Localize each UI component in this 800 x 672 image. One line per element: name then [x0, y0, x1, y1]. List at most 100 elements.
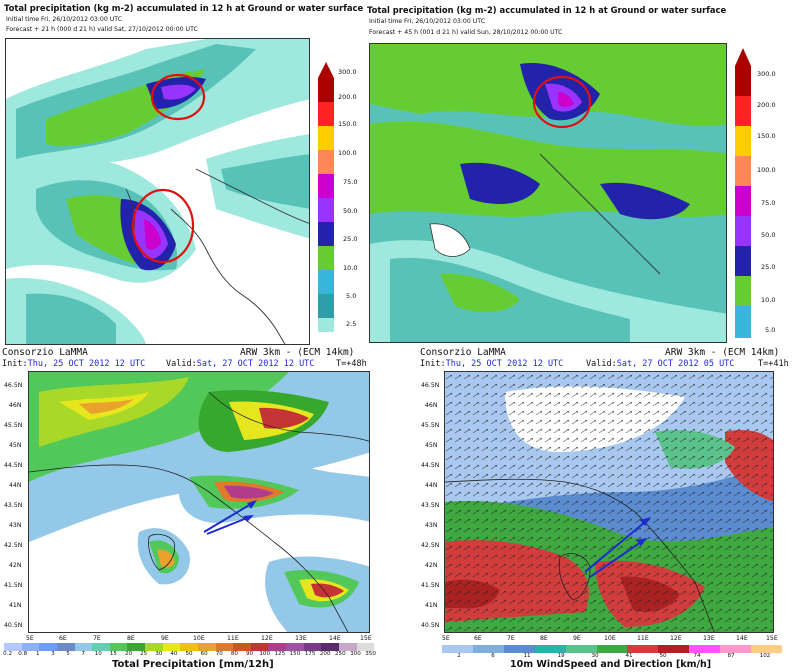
source-label: Consorzio LaMMA [2, 347, 88, 358]
colorbar-title: Total Precipitation [mm/12h] [112, 659, 274, 670]
colorbar-swatch [472, 645, 504, 653]
panel-lamma-wind: Consorzio LaMMA ARW 3km - (ECM 14km) Ini… [420, 345, 800, 672]
init-line: Init:Thu, 25 OCT 2012 12 UTC [420, 359, 563, 369]
colorbar-label: 100.0 [338, 149, 357, 157]
colorbar-label: 150.0 [338, 120, 357, 128]
colorbar-swatch [215, 643, 234, 651]
lon-label: 14E [329, 635, 341, 642]
lat-label: 41.5N [421, 582, 440, 589]
lat-label: 43N [9, 522, 22, 529]
colorbar-tick: 90 [246, 651, 254, 657]
colorbar-tick: 50 [185, 651, 193, 657]
colorbar-tick: 300 [350, 651, 361, 657]
colorbar-label: 25.0 [343, 235, 358, 243]
init-label: Init: [420, 359, 446, 369]
colorbar-tick: 2 [457, 653, 461, 659]
colorbar-tick: 102 [759, 653, 771, 659]
colorbar-swatch [720, 645, 752, 653]
colorbar-swatch [233, 643, 251, 651]
precip-map-graphic [6, 39, 309, 344]
panel-precip-forecast-45h: Total precipitation (kg m-2) accumulated… [367, 0, 800, 345]
colorbar-swatch [534, 645, 566, 653]
colorbar-tick: 30 [155, 651, 163, 657]
colorbar-tick: 60 [200, 651, 208, 657]
colorbar-label: 5.0 [765, 326, 776, 334]
colorbar-tick: 7 [81, 651, 85, 657]
colorbar-tick: 0.8 [18, 651, 28, 657]
lon-label: 6E [474, 635, 482, 642]
colorbar-swatch [321, 643, 339, 651]
colorbar-tick: 19 [557, 653, 565, 659]
colorbar-label: 5.0 [346, 292, 357, 300]
forecast-valid: Forecast + 21 h (000 d 21 h) valid Sat, … [6, 26, 198, 33]
colorbar-swatch [4, 643, 22, 651]
lon-label: 9E [161, 635, 169, 642]
precip-map [369, 43, 727, 343]
colorbar-tick: 10 [94, 651, 102, 657]
colorbar-swatch [268, 643, 286, 651]
lon-label: 10E [193, 635, 205, 642]
valid-line: Valid:Sat, 27 OCT 2012 05 UTC [586, 359, 734, 369]
colorbar-swatch [92, 643, 110, 651]
lat-label: 45N [9, 442, 22, 449]
colorbar-tick: 250 [334, 651, 346, 657]
colorbar-label: 300.0 [757, 70, 776, 78]
lon-label: 12E [670, 635, 682, 642]
lon-label: 15E [766, 635, 778, 642]
lat-label: 46N [9, 402, 22, 409]
colorbar-swatch [627, 645, 659, 653]
lon-label: 8E [127, 635, 135, 642]
wind-colorbar-ticks: 2 6 11 19 30 41 50 74 87 102 [442, 653, 782, 661]
lat-label: 43.5N [4, 502, 23, 509]
colorbar-swatch [338, 643, 357, 651]
colorbar-swatch [39, 643, 57, 651]
colorbar-label: 75.0 [343, 178, 358, 186]
lat-label: 40.5N [421, 622, 440, 629]
init-line: Init:Thu, 25 OCT 2012 12 UTC [2, 359, 145, 369]
lat-label: 42N [9, 562, 22, 569]
wind-colorbar [442, 645, 782, 653]
panel-lamma-total-precip: Consorzio LaMMA ARW 3km - (ECM 14km) Ini… [0, 345, 378, 672]
lon-label: 11E [637, 635, 649, 642]
model-label: ARW 3km - (ECM 14km) [240, 347, 355, 358]
lat-label: 42N [425, 562, 438, 569]
colorbar-tick: 50 [659, 653, 667, 659]
colorbar-tick: 200 [319, 651, 331, 657]
colorbar-tick: 3 [51, 651, 55, 657]
colorbar-label: 150.0 [757, 132, 776, 140]
colorbar-tick: 87 [727, 653, 735, 659]
lon-label: 13E [295, 635, 307, 642]
lon-label: 6E [59, 635, 67, 642]
lon-label: 5E [442, 635, 450, 642]
colorbar-swatch [286, 643, 304, 651]
panel-precip-forecast-21h: Total precipitation (kg m-2) accumulated… [0, 0, 365, 345]
colorbar-swatch [180, 643, 198, 651]
wind-map-graphic [445, 372, 773, 632]
valid-label: Valid: [586, 359, 617, 369]
lat-label: 45.5N [4, 422, 23, 429]
lat-label: 46.5N [421, 382, 440, 389]
lat-label: 43N [425, 522, 438, 529]
precip-map-graphic [370, 44, 726, 342]
lat-label: 44.5N [4, 462, 23, 469]
colorbar-label: 200.0 [757, 101, 776, 109]
lat-label: 42.5N [421, 542, 440, 549]
valid-value: Sat, 27 OCT 2012 12 UTC [196, 359, 315, 369]
colorbar-tick: 11 [523, 653, 531, 659]
colorbar-swatch [503, 645, 535, 653]
lat-label: 44N [425, 482, 438, 489]
valid-label: Valid: [166, 359, 197, 369]
lat-label: 44N [9, 482, 22, 489]
colorbar-tick: 15 [109, 651, 117, 657]
wind-map [444, 371, 774, 633]
lead-time: T=+41h [758, 359, 789, 369]
lon-label: 8E [540, 635, 548, 642]
colorbar-tick: 41 [625, 653, 633, 659]
total-precip-colorbar [4, 643, 375, 651]
colorbar-swatch [21, 643, 40, 651]
lat-label: 46.5N [4, 382, 23, 389]
colorbar-label: 10.0 [761, 296, 776, 304]
valid-value: Sat, 27 OCT 2012 05 UTC [616, 359, 735, 369]
colorbar-tick: 80 [230, 651, 238, 657]
lat-label: 46N [425, 402, 438, 409]
